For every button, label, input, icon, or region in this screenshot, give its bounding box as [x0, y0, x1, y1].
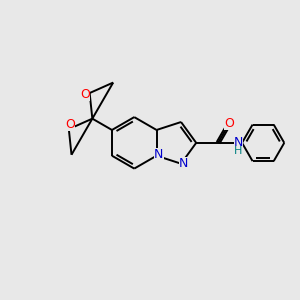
Text: O: O: [224, 117, 234, 130]
Text: N: N: [154, 148, 164, 161]
Text: O: O: [65, 118, 75, 131]
Text: O: O: [80, 88, 90, 101]
Text: N: N: [179, 157, 188, 170]
Text: H: H: [234, 146, 243, 156]
Text: N: N: [234, 136, 243, 149]
